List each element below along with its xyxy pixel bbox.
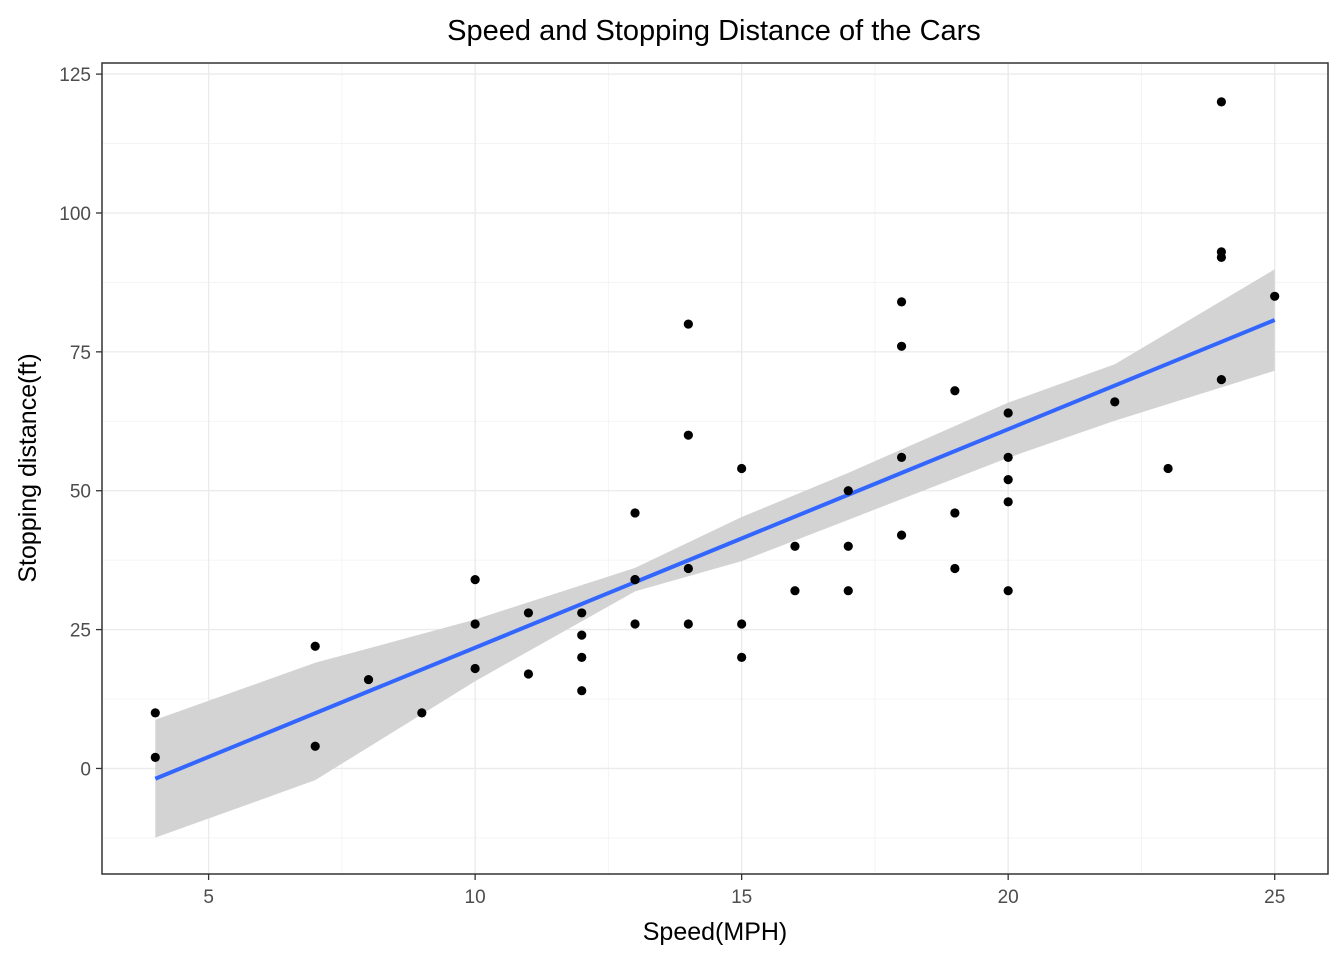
data-point	[577, 630, 587, 640]
x-tick-label: 15	[731, 887, 752, 908]
data-point	[1003, 452, 1013, 462]
data-point	[1216, 247, 1226, 257]
chart-title: Speed and Stopping Distance of the Cars	[447, 15, 981, 47]
data-point	[790, 541, 800, 551]
y-tick-label: 50	[70, 482, 91, 503]
data-point	[843, 541, 853, 551]
data-point	[1003, 475, 1013, 485]
y-tick-label: 125	[59, 65, 91, 86]
data-point	[896, 452, 907, 462]
data-point	[630, 574, 640, 585]
data-point	[896, 530, 907, 540]
data-point	[1003, 586, 1013, 596]
y-tick-label: 100	[59, 204, 91, 225]
data-point	[950, 386, 960, 396]
data-point	[150, 708, 160, 718]
data-point	[843, 486, 853, 496]
confidence-band	[155, 269, 1275, 838]
data-point	[1163, 463, 1173, 474]
y-axis-ticks: 0 25 50 75 100 125	[59, 65, 102, 780]
data-point	[1216, 375, 1226, 385]
data-point	[1270, 291, 1280, 301]
data-point	[523, 669, 534, 679]
data-point	[737, 619, 747, 629]
panel-border	[101, 62, 1329, 875]
data-point	[737, 463, 747, 474]
x-tick-label: 10	[465, 887, 486, 908]
data-points	[150, 97, 1280, 762]
data-point	[683, 563, 693, 574]
x-tick-label: 5	[203, 887, 214, 908]
data-point	[896, 297, 907, 307]
regression-line	[154, 318, 1276, 781]
data-point	[950, 508, 960, 518]
y-tick-label: 25	[70, 621, 91, 642]
data-point	[150, 752, 160, 762]
data-point	[523, 608, 534, 618]
data-point	[577, 608, 587, 618]
y-tick-label: 75	[70, 343, 91, 364]
data-point	[630, 508, 640, 518]
regression-line-layer	[154, 318, 1276, 781]
data-point	[470, 663, 480, 674]
data-point	[683, 319, 693, 329]
data-point	[683, 619, 693, 629]
data-point	[310, 641, 320, 651]
data-point	[737, 652, 747, 662]
data-point	[1110, 397, 1120, 407]
data-point	[470, 574, 480, 585]
data-point	[790, 586, 800, 596]
data-point	[470, 619, 480, 629]
x-tick-label: 20	[998, 887, 1019, 908]
confidence-band-layer	[155, 269, 1275, 838]
data-point	[1003, 497, 1013, 507]
data-point	[950, 563, 960, 574]
data-point	[843, 586, 853, 596]
data-point	[1003, 408, 1013, 418]
data-point	[417, 708, 427, 718]
data-point	[630, 619, 640, 629]
data-point	[683, 430, 693, 440]
data-point	[310, 741, 320, 751]
y-axis-title: Stopping distance(ft)	[14, 353, 42, 582]
x-tick-label: 25	[1264, 887, 1285, 908]
data-point	[577, 652, 587, 662]
data-point	[363, 674, 374, 685]
x-axis-ticks: 5 10 15 20 25	[203, 874, 1285, 908]
y-tick-label: 0	[80, 759, 91, 780]
x-axis-title: Speed(MPH)	[643, 918, 788, 946]
data-point	[896, 341, 907, 351]
data-point	[1216, 97, 1226, 107]
data-point	[577, 686, 587, 696]
